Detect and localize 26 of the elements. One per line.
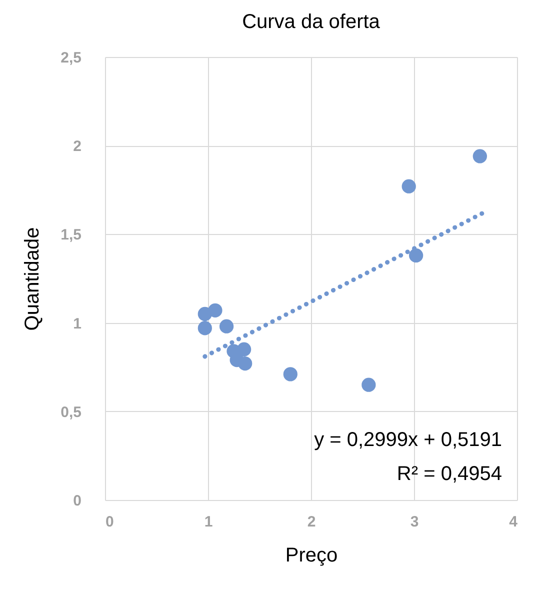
point xyxy=(238,356,252,371)
point xyxy=(198,321,212,336)
x-tick-label: 0 xyxy=(106,514,114,530)
annotation: R² = 0,4954 xyxy=(396,463,502,485)
point xyxy=(472,149,487,164)
y-axis-title: Quantidade xyxy=(22,227,44,331)
y-tick-label: 1 xyxy=(73,315,82,332)
x-tick-label: 4 xyxy=(509,514,518,530)
x-tick-label: 2 xyxy=(307,514,316,530)
y-tick-label: 0 xyxy=(73,492,82,510)
annotation: y = 0,2999x + 0,5191 xyxy=(314,429,502,451)
x-tick-label: 1 xyxy=(204,514,213,530)
y-tick-label: 1,5 xyxy=(60,226,82,244)
y-tick-label: 0,5 xyxy=(60,404,82,421)
x-axis-title: Preço xyxy=(285,544,338,566)
point xyxy=(236,342,252,356)
point xyxy=(362,378,376,392)
y-tick-label: 2 xyxy=(73,138,82,156)
chart-title: Curva da oferta xyxy=(242,11,381,33)
point xyxy=(219,319,234,334)
point xyxy=(408,248,424,263)
point xyxy=(208,303,222,318)
y-tick-label: 2,5 xyxy=(60,50,82,66)
point xyxy=(402,179,416,194)
point xyxy=(283,367,298,382)
x-tick-label: 3 xyxy=(410,514,419,530)
